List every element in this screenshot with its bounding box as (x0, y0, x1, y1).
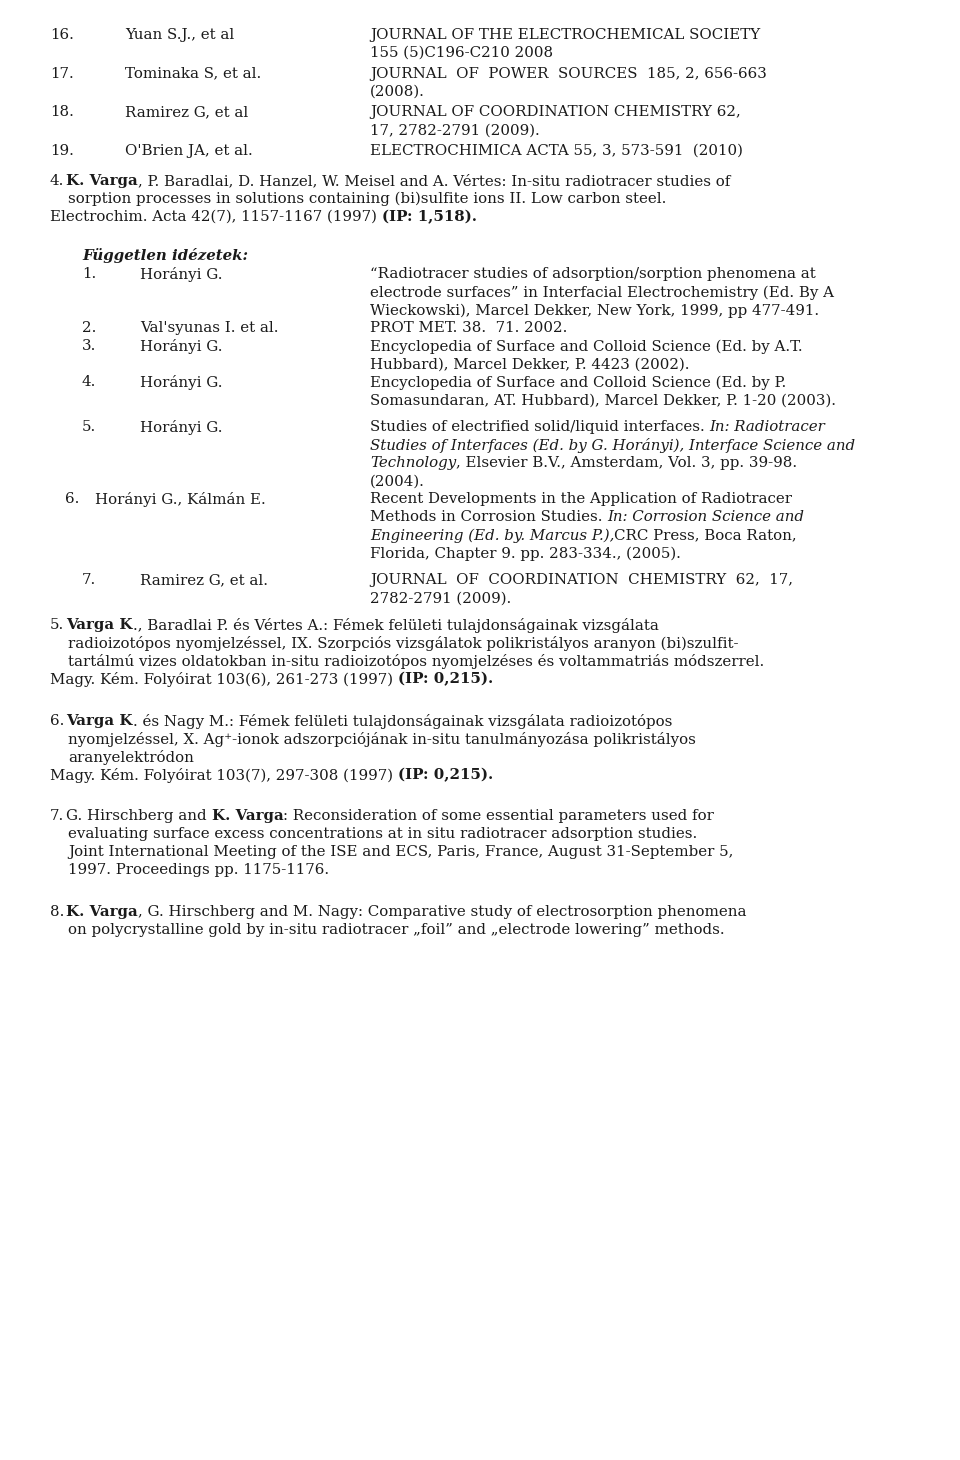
Text: 18.: 18. (50, 105, 74, 120)
Text: Joint International Meeting of the ISE and ECS, Paris, France, August 31-Septemb: Joint International Meeting of the ISE a… (68, 845, 733, 858)
Text: tartálmú vizes oldatokban in-situ radioizotópos nyomjelzéses és voltammatriás mó: tartálmú vizes oldatokban in-situ radioi… (68, 654, 764, 669)
Text: Technology: Technology (370, 457, 456, 470)
Text: Methods in Corrosion Studies.: Methods in Corrosion Studies. (370, 511, 608, 524)
Text: Encyclopedia of Surface and Colloid Science (Ed. by P.: Encyclopedia of Surface and Colloid Scie… (370, 375, 786, 390)
Text: 155 (5)C196-C210 2008: 155 (5)C196-C210 2008 (370, 47, 553, 60)
Text: Hubbard), Marcel Dekker, P. 4423 (2002).: Hubbard), Marcel Dekker, P. 4423 (2002). (370, 358, 689, 371)
Text: 6.: 6. (65, 492, 80, 507)
Text: K. Varga: K. Varga (211, 809, 283, 823)
Text: (2004).: (2004). (370, 474, 425, 489)
Text: 2.: 2. (82, 321, 96, 336)
Text: JOURNAL  OF  COORDINATION  CHEMISTRY  62,  17,: JOURNAL OF COORDINATION CHEMISTRY 62, 17… (370, 574, 793, 587)
Text: Electrochim. Acta 42(7), 1157-1167 (1997): Electrochim. Acta 42(7), 1157-1167 (1997… (50, 210, 382, 223)
Text: 17, 2782-2791 (2009).: 17, 2782-2791 (2009). (370, 124, 540, 137)
Text: evaluating surface excess concentrations at in situ radiotracer adsorption studi: evaluating surface excess concentrations… (68, 828, 697, 841)
Text: JOURNAL OF THE ELECTROCHEMICAL SOCIETY: JOURNAL OF THE ELECTROCHEMICAL SOCIETY (370, 28, 760, 42)
Text: Horányi G.: Horányi G. (140, 420, 223, 435)
Text: 5.: 5. (50, 619, 64, 632)
Text: 1997. Proceedings pp. 1175-1176.: 1997. Proceedings pp. 1175-1176. (68, 863, 329, 877)
Text: Tominaka S, et al.: Tominaka S, et al. (125, 67, 261, 80)
Text: Horányi G.: Horányi G. (140, 267, 223, 282)
Text: sorption processes in solutions containing (bi)sulfite ions II. Low carbon steel: sorption processes in solutions containi… (68, 191, 666, 206)
Text: (2008).: (2008). (370, 85, 425, 99)
Text: , P. Baradlai, D. Hanzel, W. Meisel and A. Vértes: In-situ radiotracer studies o: , P. Baradlai, D. Hanzel, W. Meisel and … (138, 174, 731, 188)
Text: O'Brien JA, et al.: O'Brien JA, et al. (125, 145, 252, 158)
Text: 19.: 19. (50, 145, 74, 158)
Text: radioizotópos nyomjelzéssel, IX. Szorpciós vizsgálatok polikristályos aranyon (b: radioizotópos nyomjelzéssel, IX. Szorpci… (68, 637, 738, 651)
Text: In: Radiotracer: In: Radiotracer (709, 420, 826, 435)
Text: Studies of Interfaces (Ed. by G. Horányi), Interface Science and: Studies of Interfaces (Ed. by G. Horányi… (370, 438, 855, 454)
Text: (IP: 0,215).: (IP: 0,215). (397, 768, 493, 783)
Text: JOURNAL OF COORDINATION CHEMISTRY 62,: JOURNAL OF COORDINATION CHEMISTRY 62, (370, 105, 741, 120)
Text: : Reconsideration of some essential parameters used for: : Reconsideration of some essential para… (283, 809, 714, 823)
Text: Val'syunas I. et al.: Val'syunas I. et al. (140, 321, 278, 336)
Text: Ramirez G, et al.: Ramirez G, et al. (140, 574, 268, 587)
Text: 4.: 4. (50, 174, 64, 188)
Text: 17.: 17. (50, 67, 74, 80)
Text: Horányi G., Kálmán E.: Horányi G., Kálmán E. (95, 492, 266, 508)
Text: Yuan S.J., et al: Yuan S.J., et al (125, 28, 234, 42)
Text: 8.: 8. (50, 905, 64, 918)
Text: electrode surfaces” in Interfacial Electrochemistry (Ed. By A: electrode surfaces” in Interfacial Elect… (370, 285, 834, 299)
Text: Engineering (Ed. by. Marcus P.),: Engineering (Ed. by. Marcus P.), (370, 529, 614, 543)
Text: PROT MET. 38.  71. 2002.: PROT MET. 38. 71. 2002. (370, 321, 567, 336)
Text: 2782-2791 (2009).: 2782-2791 (2009). (370, 591, 512, 606)
Text: CRC Press, Boca Raton,: CRC Press, Boca Raton, (614, 529, 797, 543)
Text: Recent Developments in the Application of Radiotracer: Recent Developments in the Application o… (370, 492, 792, 507)
Text: In: Corrosion Science and: In: Corrosion Science and (608, 511, 804, 524)
Text: ELECTROCHIMICA ACTA 55, 3, 573-591  (2010): ELECTROCHIMICA ACTA 55, 3, 573-591 (2010… (370, 145, 743, 158)
Text: 6.: 6. (50, 714, 64, 727)
Text: “Radiotracer studies of adsorption/sorption phenomena at: “Radiotracer studies of adsorption/sorpt… (370, 267, 816, 282)
Text: nyomjelzéssel, X. Ag⁺-ionok adszorpciójának in-situ tanulmányozása polikristályo: nyomjelzéssel, X. Ag⁺-ionok adszorpciójá… (68, 731, 696, 748)
Text: Ramirez G, et al: Ramirez G, et al (125, 105, 249, 120)
Text: Wieckowski), Marcel Dekker, New York, 1999, pp 477-491.: Wieckowski), Marcel Dekker, New York, 19… (370, 304, 819, 318)
Text: Somasundaran, AT. Hubbard), Marcel Dekker, P. 1-20 (2003).: Somasundaran, AT. Hubbard), Marcel Dekke… (370, 393, 836, 407)
Text: 16.: 16. (50, 28, 74, 42)
Text: Studies of electrified solid/liquid interfaces.: Studies of electrified solid/liquid inte… (370, 420, 709, 435)
Text: 5.: 5. (82, 420, 96, 435)
Text: Encyclopedia of Surface and Colloid Science (Ed. by A.T.: Encyclopedia of Surface and Colloid Scie… (370, 339, 803, 353)
Text: Magy. Kém. Folyóirat 103(6), 261-273 (1997): Magy. Kém. Folyóirat 103(6), 261-273 (19… (50, 673, 397, 688)
Text: 7.: 7. (50, 809, 64, 823)
Text: Varga K: Varga K (66, 714, 132, 727)
Text: aranyelektródon: aranyelektródon (68, 750, 194, 765)
Text: Magy. Kém. Folyóirat 103(7), 297-308 (1997): Magy. Kém. Folyóirat 103(7), 297-308 (19… (50, 768, 397, 783)
Text: Független idézetek:: Független idézetek: (82, 248, 248, 263)
Text: Florida, Chapter 9. pp. 283-334., (2005).: Florida, Chapter 9. pp. 283-334., (2005)… (370, 546, 681, 561)
Text: Varga K: Varga K (66, 619, 132, 632)
Text: (IP: 0,215).: (IP: 0,215). (397, 673, 493, 686)
Text: , Elsevier B.V., Amsterdam, Vol. 3, pp. 39-98.: , Elsevier B.V., Amsterdam, Vol. 3, pp. … (456, 457, 798, 470)
Text: JOURNAL  OF  POWER  SOURCES  185, 2, 656-663: JOURNAL OF POWER SOURCES 185, 2, 656-663 (370, 67, 767, 80)
Text: K. Varga: K. Varga (66, 174, 138, 188)
Text: 7.: 7. (82, 574, 96, 587)
Text: Horányi G.: Horányi G. (140, 375, 223, 390)
Text: K. Varga: K. Varga (66, 905, 138, 918)
Text: 4.: 4. (82, 375, 96, 390)
Text: 1.: 1. (82, 267, 96, 282)
Text: 3.: 3. (82, 339, 96, 353)
Text: , G. Hirschberg and M. Nagy: Comparative study of electrosorption phenomena: , G. Hirschberg and M. Nagy: Comparative… (138, 905, 747, 918)
Text: . és Nagy M.: Fémek felületi tulajdonságainak vizsgálata radioizotópos: . és Nagy M.: Fémek felületi tulajdonság… (132, 714, 672, 729)
Text: on polycrystalline gold by in-situ radiotracer „foil” and „electrode lowering” m: on polycrystalline gold by in-situ radio… (68, 923, 725, 937)
Text: ., Baradlai P. és Vértes A.: Fémek felületi tulajdonságainak vizsgálata: ., Baradlai P. és Vértes A.: Fémek felül… (132, 619, 659, 634)
Text: Horányi G.: Horányi G. (140, 339, 223, 355)
Text: (IP: 1,518).: (IP: 1,518). (382, 210, 476, 223)
Text: G. Hirschberg and: G. Hirschberg and (66, 809, 211, 823)
